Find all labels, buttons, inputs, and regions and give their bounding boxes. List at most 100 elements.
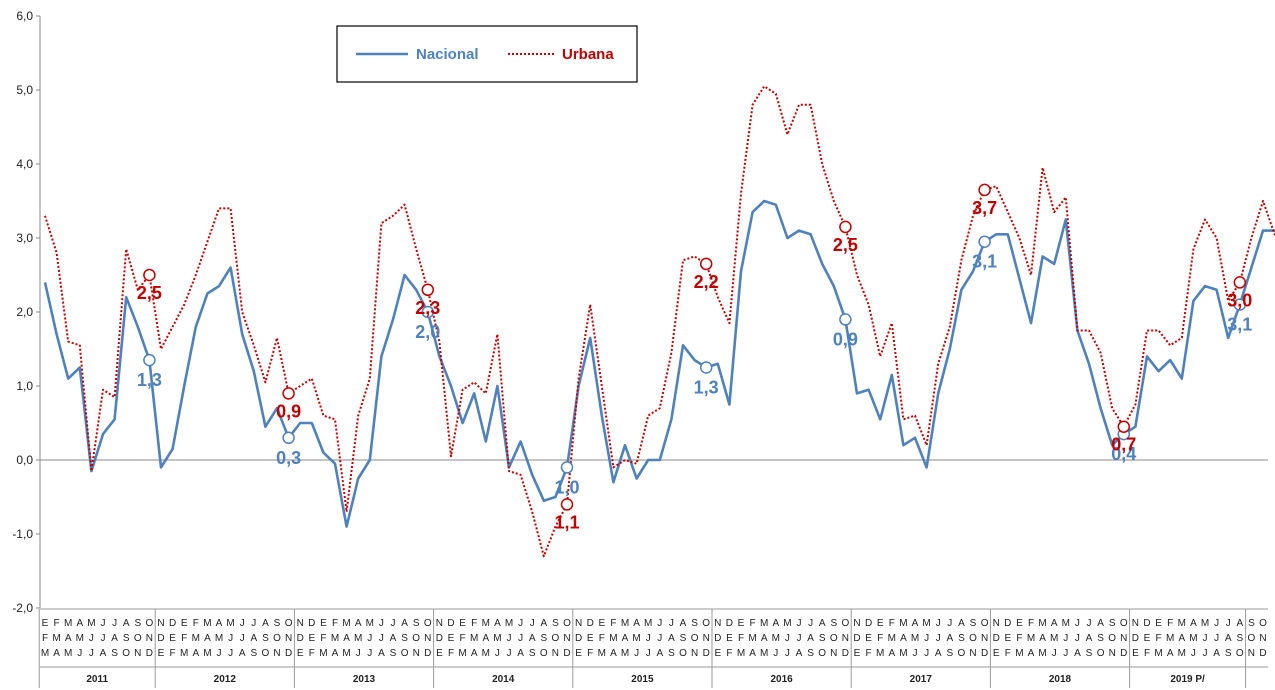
month-tick-label: N xyxy=(436,618,443,629)
month-tick-label: J xyxy=(1075,633,1080,644)
month-tick-label: O xyxy=(412,633,420,644)
month-tick-label: J xyxy=(1052,648,1057,659)
month-tick-label: M xyxy=(76,633,84,644)
month-tick-label: F xyxy=(610,618,616,629)
month-tick-label: F xyxy=(1156,633,1162,644)
annotation-marker xyxy=(560,461,574,474)
month-tick-label: E xyxy=(598,618,605,629)
month-tick-label: N xyxy=(285,633,292,644)
month-tick-label: M xyxy=(748,633,756,644)
data-label: 1,0 xyxy=(554,477,579,497)
month-tick-label: J xyxy=(797,633,802,644)
month-tick-label: A xyxy=(807,633,814,644)
month-tick-label: D xyxy=(1143,618,1150,629)
month-tick-label: A xyxy=(1086,633,1093,644)
month-tick-label: M xyxy=(64,648,72,659)
data-label: 2,0 xyxy=(415,322,440,342)
month-tick-label: J xyxy=(646,648,651,659)
month-tick-label: E xyxy=(448,633,455,644)
month-tick-label: M xyxy=(505,618,513,629)
month-tick-label: J xyxy=(1226,618,1231,629)
month-tick-label: M xyxy=(1166,633,1174,644)
month-tick-label: A xyxy=(633,618,640,629)
month-tick-label: D xyxy=(169,618,176,629)
y-tick-label: 2,0 xyxy=(16,305,33,319)
month-tick-label: J xyxy=(936,618,941,629)
data-label: 2,5 xyxy=(833,235,858,255)
month-tick-label: J xyxy=(646,633,651,644)
annotation-marker xyxy=(282,431,295,445)
month-tick-label: J xyxy=(251,618,256,629)
month-tick-label: O xyxy=(134,633,142,644)
month-tick-label: A xyxy=(1051,618,1058,629)
month-tick-label: M xyxy=(52,633,60,644)
month-tick-label: E xyxy=(738,618,745,629)
month-tick-label: J xyxy=(669,618,674,629)
month-tick-label: D xyxy=(1259,648,1266,659)
month-tick-label: S xyxy=(262,633,269,644)
month-tick-label: O xyxy=(818,648,826,659)
month-tick-label: A xyxy=(378,648,385,659)
month-tick-label: J xyxy=(507,648,512,659)
month-tick-label: N xyxy=(1259,633,1266,644)
annotation-marker xyxy=(143,353,156,367)
month-tick-label: A xyxy=(343,633,350,644)
month-tick-label: M xyxy=(203,618,211,629)
month-tick-label: D xyxy=(297,633,304,644)
month-tick-label: J xyxy=(391,618,396,629)
month-tick-label: F xyxy=(726,648,732,659)
month-tick-label: M xyxy=(644,618,652,629)
month-tick-label: J xyxy=(367,648,372,659)
month-tick-label: O xyxy=(552,633,560,644)
month-tick-label: O xyxy=(691,633,699,644)
month-tick-label: A xyxy=(390,633,397,644)
month-tick-label: F xyxy=(1016,633,1022,644)
y-tick-label: 4,0 xyxy=(16,157,33,171)
month-tick-label: J xyxy=(634,648,639,659)
month-tick-label: D xyxy=(865,618,872,629)
month-tick-label: D xyxy=(714,633,721,644)
y-tick-label: 5,0 xyxy=(16,83,33,97)
month-tick-label: D xyxy=(726,618,733,629)
month-tick-label: A xyxy=(772,618,779,629)
month-tick-label: E xyxy=(158,648,165,659)
month-tick-label: A xyxy=(622,633,629,644)
month-tick-label: O xyxy=(401,648,409,659)
month-tick-label: M xyxy=(1015,648,1023,659)
legend-label-urbana: Urbana xyxy=(562,46,614,63)
month-tick-label: F xyxy=(1167,618,1173,629)
month-tick-label: M xyxy=(922,618,930,629)
month-tick-label: O xyxy=(1259,618,1267,629)
month-tick-label: A xyxy=(355,618,362,629)
month-tick-label: F xyxy=(309,648,315,659)
month-tick-label: O xyxy=(702,618,710,629)
data-label: 1,3 xyxy=(137,370,162,390)
month-tick-label: F xyxy=(599,633,605,644)
annotation-marker xyxy=(978,183,991,197)
month-tick-label: O xyxy=(1097,648,1105,659)
month-tick-label: M xyxy=(215,633,223,644)
annotation-marker xyxy=(978,235,991,248)
month-tick-label: A xyxy=(1225,633,1232,644)
month-tick-label: O xyxy=(1236,648,1244,659)
month-tick-label: D xyxy=(308,618,315,629)
month-tick-label: F xyxy=(1005,648,1011,659)
month-tick-label: N xyxy=(691,648,698,659)
month-tick-label: J xyxy=(1075,618,1080,629)
month-tick-label: D xyxy=(563,648,570,659)
month-tick-label: M xyxy=(899,618,907,629)
month-tick-label: A xyxy=(111,633,118,644)
month-tick-label: A xyxy=(680,618,687,629)
annotation-marker xyxy=(699,361,713,374)
month-tick-label: A xyxy=(53,648,60,659)
y-tick-label: 1,0 xyxy=(16,379,33,393)
month-tick-label: M xyxy=(203,648,211,659)
month-tick-label: M xyxy=(1154,648,1162,659)
month-tick-label: A xyxy=(494,618,501,629)
month-tick-label: E xyxy=(181,618,188,629)
month-tick-label: A xyxy=(819,618,826,629)
month-tick-label: A xyxy=(749,648,756,659)
month-tick-label: O xyxy=(981,618,989,629)
month-tick-label: M xyxy=(192,633,200,644)
